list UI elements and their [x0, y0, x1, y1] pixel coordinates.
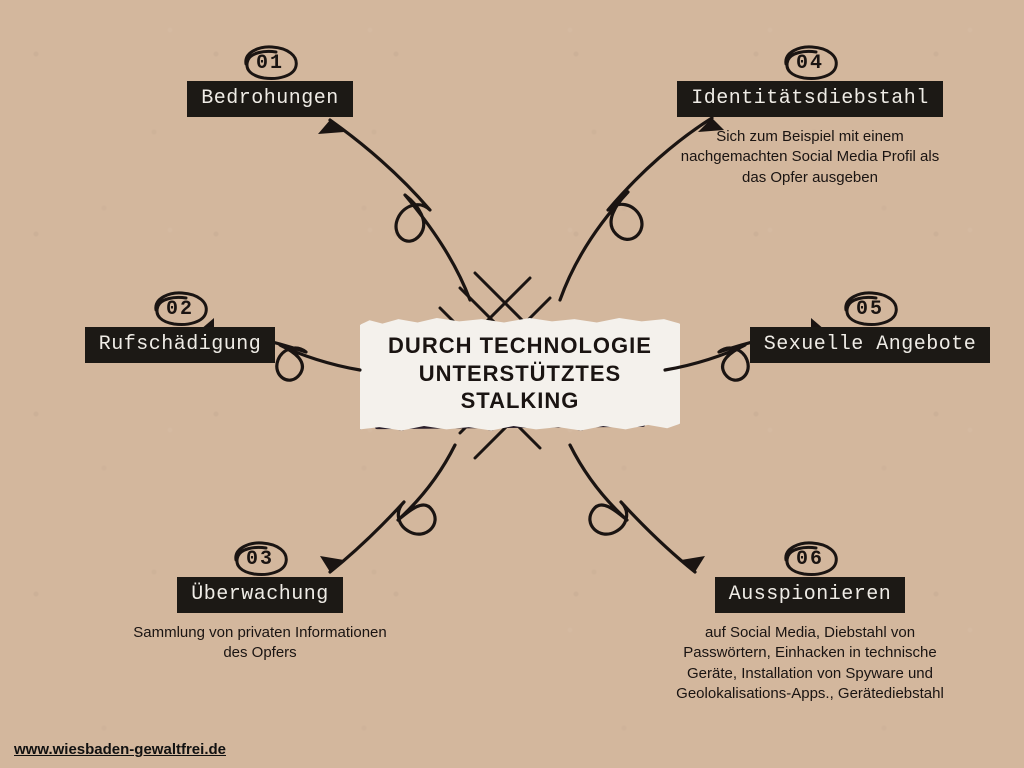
node-n2: 02 Rufschädigung: [60, 298, 300, 363]
node-number: 02: [160, 298, 200, 321]
node-n5: 05 Sexuelle Angebote: [740, 298, 1000, 363]
center-title-line-3: STALKING: [370, 387, 670, 415]
node-label-badge: Bedrohungen: [187, 81, 353, 117]
node-number-wrap: 05: [850, 298, 890, 321]
arrow-path: [330, 120, 470, 300]
node-label-badge: Sexuelle Angebote: [750, 327, 991, 363]
node-number-wrap: 01: [250, 52, 290, 75]
node-number-wrap: 06: [790, 548, 830, 571]
node-number-wrap: 03: [240, 548, 280, 571]
node-n4: 04 Identitätsdiebstahl Sich zum Beispiel m…: [660, 52, 960, 188]
node-label-badge: Identitätsdiebstahl: [677, 81, 943, 117]
node-n1: 01 Bedrohungen: [150, 52, 390, 117]
node-number: 06: [790, 548, 830, 571]
arrow-head-icon: [318, 120, 344, 134]
node-label-badge: Überwachung: [177, 577, 343, 613]
node-description: Sammlung von privaten Informationen des …: [120, 623, 400, 664]
node-n3: 03 Überwachung Sammlung von privaten Infor…: [110, 548, 410, 664]
node-number: 01: [250, 52, 290, 75]
node-label-badge: Ausspionieren: [715, 577, 906, 613]
node-number: 05: [850, 298, 890, 321]
node-n6: 06 Ausspionieren auf Social Media, Diebsta…: [660, 548, 960, 704]
node-number: 04: [790, 52, 830, 75]
node-number-wrap: 04: [790, 52, 830, 75]
center-title-line-1: DURCH TECHNOLOGIE: [370, 332, 670, 360]
center-title-card: DURCH TECHNOLOGIE UNTERSTÜTZTES STALKING: [360, 318, 680, 431]
node-label-badge: Rufschädigung: [85, 327, 276, 363]
node-number: 03: [240, 548, 280, 571]
node-number-wrap: 02: [160, 298, 200, 321]
node-description: Sich zum Beispiel mit einem nachgemachte…: [670, 127, 950, 188]
node-description: auf Social Media, Diebstahl von Passwört…: [670, 623, 950, 704]
footer-url: www.wiesbaden-gewaltfrei.de: [14, 741, 226, 758]
mindmap-stage: DURCH TECHNOLOGIE UNTERSTÜTZTES STALKING…: [0, 0, 1024, 768]
center-title-line-2: UNTERSTÜTZTES: [370, 360, 670, 388]
